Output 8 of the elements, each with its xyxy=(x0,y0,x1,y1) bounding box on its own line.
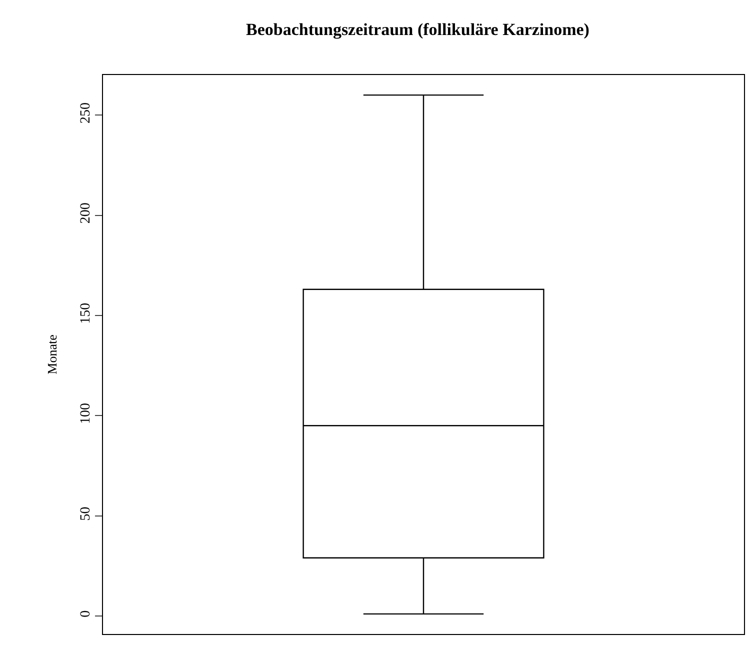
y-tick-label: 100 xyxy=(78,403,94,424)
y-axis-title: Monate xyxy=(44,334,60,374)
y-tick-label: 150 xyxy=(78,302,94,324)
y-tick-label: 200 xyxy=(78,202,94,224)
y-tick-label: 0 xyxy=(78,610,94,618)
chart-title: Beobachtungszeitraum (follikuläre Karzinome) xyxy=(246,20,590,40)
y-tick-label: 50 xyxy=(78,506,94,521)
y-tick-label: 250 xyxy=(78,102,94,124)
